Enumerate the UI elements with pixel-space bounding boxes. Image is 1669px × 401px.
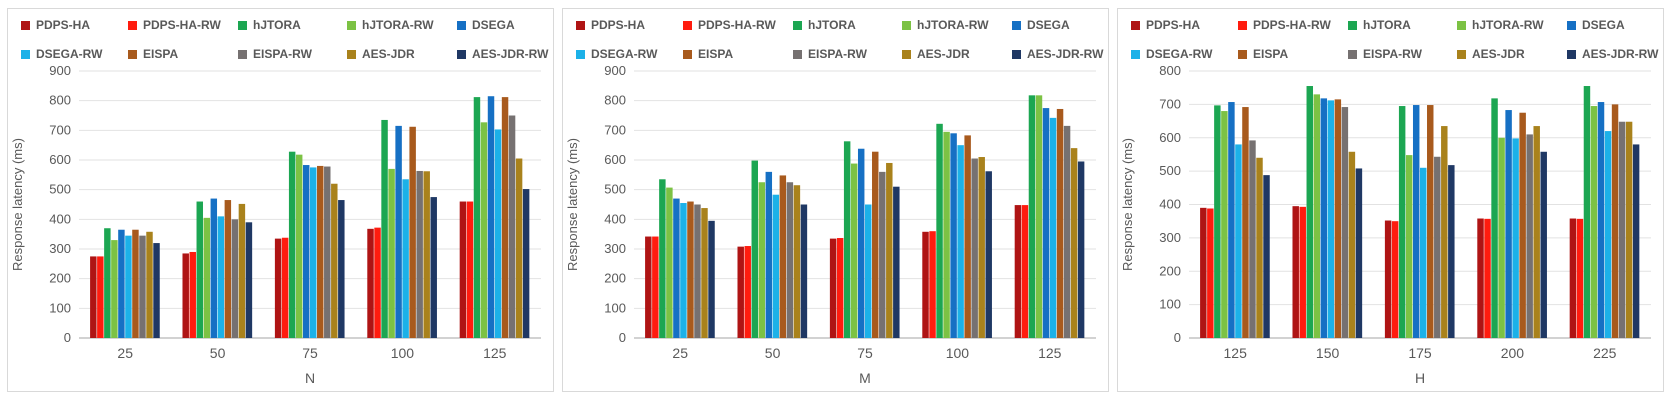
svg-text:200: 200 (604, 271, 626, 286)
svg-text:100: 100 (604, 300, 626, 315)
svg-text:700: 700 (1159, 96, 1181, 111)
svg-text:100: 100 (49, 300, 71, 315)
svg-text:200: 200 (1159, 263, 1181, 278)
svg-text:800: 800 (604, 93, 626, 108)
svg-text:0: 0 (64, 330, 71, 345)
svg-text:700: 700 (604, 122, 626, 137)
svg-text:50: 50 (765, 345, 781, 361)
svg-text:H: H (1415, 370, 1425, 386)
svg-text:400: 400 (604, 211, 626, 226)
svg-text:300: 300 (604, 241, 626, 256)
svg-text:50: 50 (210, 345, 226, 361)
svg-text:N: N (305, 370, 315, 386)
svg-text:300: 300 (1159, 230, 1181, 245)
svg-text:700: 700 (49, 122, 71, 137)
svg-text:200: 200 (49, 271, 71, 286)
svg-text:125: 125 (1038, 345, 1062, 361)
svg-text:Response latency (ms): Response latency (ms) (1120, 138, 1135, 271)
svg-text:Response latency (ms): Response latency (ms) (10, 138, 25, 271)
svg-text:500: 500 (1159, 163, 1181, 178)
svg-text:150: 150 (1316, 345, 1340, 361)
svg-text:200: 200 (1501, 345, 1525, 361)
svg-text:75: 75 (857, 345, 873, 361)
svg-text:225: 225 (1593, 345, 1617, 361)
svg-text:100: 100 (391, 345, 415, 361)
svg-text:125: 125 (483, 345, 507, 361)
svg-text:100: 100 (1159, 297, 1181, 312)
svg-text:Response latency (ms): Response latency (ms) (565, 138, 580, 271)
svg-text:600: 600 (49, 152, 71, 167)
svg-text:125: 125 (1224, 345, 1248, 361)
svg-text:300: 300 (49, 241, 71, 256)
svg-text:100: 100 (946, 345, 970, 361)
svg-text:75: 75 (302, 345, 318, 361)
svg-text:600: 600 (604, 152, 626, 167)
svg-text:0: 0 (1174, 330, 1181, 345)
svg-text:800: 800 (1159, 63, 1181, 78)
svg-text:25: 25 (117, 345, 133, 361)
svg-text:400: 400 (1159, 197, 1181, 212)
svg-text:800: 800 (49, 93, 71, 108)
svg-text:900: 900 (604, 63, 626, 78)
svg-text:400: 400 (49, 211, 71, 226)
svg-text:0: 0 (619, 330, 626, 345)
svg-text:175: 175 (1408, 345, 1432, 361)
svg-text:500: 500 (49, 182, 71, 197)
svg-text:M: M (859, 370, 871, 386)
svg-text:500: 500 (604, 182, 626, 197)
svg-text:600: 600 (1159, 130, 1181, 145)
svg-text:900: 900 (49, 63, 71, 78)
svg-text:25: 25 (672, 345, 688, 361)
